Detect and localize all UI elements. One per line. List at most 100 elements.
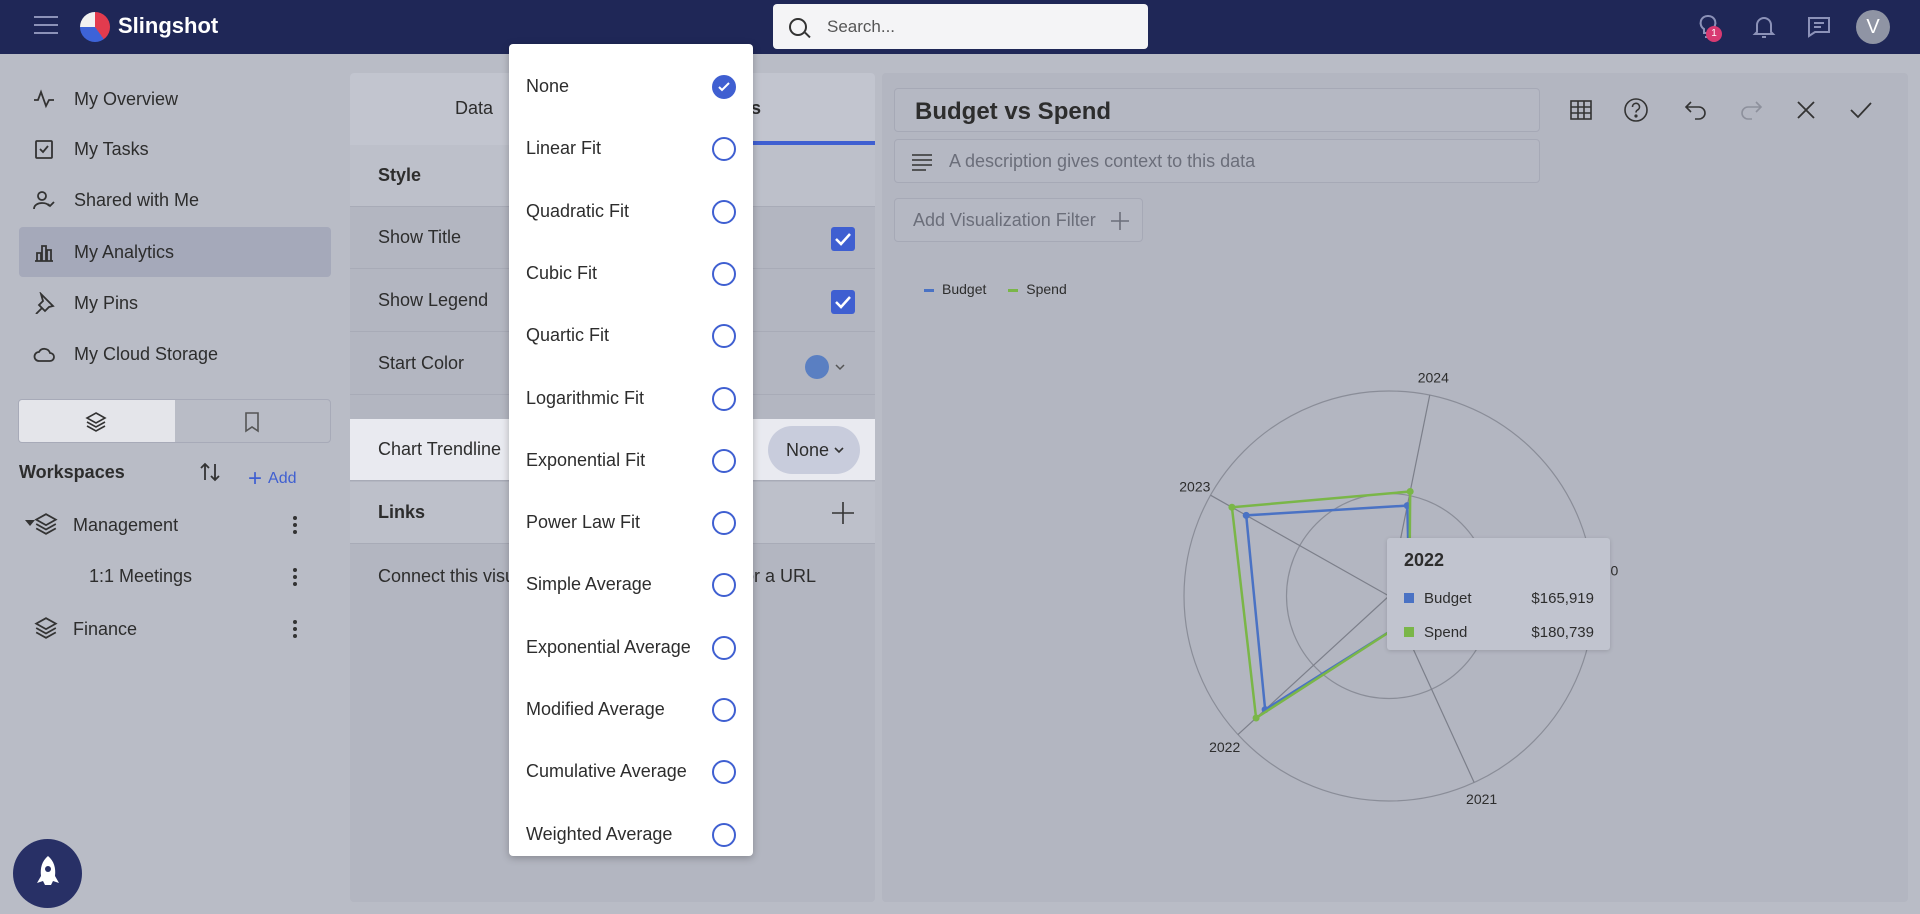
user-avatar[interactable]: V: [1856, 10, 1890, 44]
brand-name: Slingshot: [118, 13, 219, 38]
pin-icon: [33, 290, 55, 315]
add-workspace-label: Add: [268, 470, 297, 487]
radio-unchecked-icon[interactable]: [712, 635, 736, 660]
trendline-option-label: Quadratic Fit: [526, 200, 630, 221]
close-icon[interactable]: [1792, 96, 1820, 124]
workspace-finance[interactable]: Finance: [73, 619, 138, 639]
trendline-option-label: Cumulative Average: [526, 761, 687, 782]
trendline-option[interactable]: Exponential Average: [509, 617, 753, 679]
radio-checked-icon[interactable]: [712, 75, 736, 99]
sort-icon[interactable]: [198, 460, 222, 484]
start-color-swatch[interactable]: [805, 355, 829, 379]
slingshot-assistant-button[interactable]: [13, 839, 82, 908]
radio-unchecked-icon[interactable]: [712, 511, 736, 536]
sidebar-item-my-cloud-storage[interactable]: My Cloud Storage: [19, 329, 331, 379]
rocket-icon: [37, 856, 59, 885]
trendline-option[interactable]: Quartic Fit: [509, 305, 753, 367]
radar-data-point: [1242, 511, 1250, 519]
workspace-1-1-meetings[interactable]: 1:1 Meetings: [89, 566, 193, 586]
bookmarks-toggle[interactable]: [175, 400, 331, 442]
bell-icon[interactable]: [1750, 13, 1778, 41]
show-legend-checkbox[interactable]: [831, 290, 855, 314]
analytics-icon: [33, 241, 55, 263]
add-visualization-filter-button[interactable]: Add Visualization Filter: [894, 198, 1143, 242]
radio-unchecked-icon[interactable]: [712, 386, 736, 411]
legend-swatch: [924, 288, 934, 292]
trendline-option-label: Weighted Average: [526, 823, 673, 844]
plus-icon: +: [248, 465, 263, 492]
chat-icon[interactable]: [1805, 13, 1833, 41]
search-box[interactable]: [773, 4, 1148, 49]
chart-legend: Budget Spend: [924, 281, 1085, 297]
search-input[interactable]: [827, 16, 1127, 38]
radio-unchecked-icon[interactable]: [712, 698, 736, 722]
trendline-option[interactable]: Cumulative Average: [509, 741, 753, 803]
management-more-icon[interactable]: [293, 516, 297, 534]
finance-more-icon[interactable]: [293, 620, 297, 638]
trendline-option[interactable]: Exponential Fit: [509, 430, 753, 492]
radio-unchecked-icon[interactable]: [712, 448, 736, 473]
trendline-option-label: Linear Fit: [526, 138, 602, 159]
tooltip-series-name: Budget: [1424, 590, 1472, 607]
top-bar: Slingshot 1 V: [0, 0, 1920, 54]
workspaces-toggle[interactable]: [19, 400, 175, 442]
trendline-option[interactable]: Linear Fit: [509, 118, 753, 180]
trendline-option[interactable]: Power Law Fit: [509, 492, 753, 554]
radar-category-label: 2023: [1179, 478, 1210, 494]
radio-unchecked-icon[interactable]: [712, 573, 736, 598]
show-title-checkbox[interactable]: [831, 227, 855, 251]
sidebar-item-shared-with-me[interactable]: Shared with Me: [19, 175, 331, 225]
sidebar-item-my-analytics[interactable]: My Analytics: [19, 227, 331, 277]
legend-item-budget[interactable]: Budget: [924, 281, 986, 297]
cloud-icon: [33, 343, 55, 365]
radio-unchecked-icon[interactable]: [712, 822, 736, 847]
show-title-label: Show Title: [378, 227, 462, 247]
radio-unchecked-icon[interactable]: [712, 261, 736, 286]
trendline-option[interactable]: Modified Average: [509, 679, 753, 741]
hamburger-menu-icon[interactable]: [34, 16, 58, 36]
sidebar-item-my-tasks[interactable]: My Tasks: [19, 124, 331, 174]
radio-unchecked-icon[interactable]: [712, 324, 736, 349]
trendline-option-label: Simple Average: [526, 574, 652, 595]
trendline-option[interactable]: Simple Average: [509, 554, 753, 616]
trendline-option[interactable]: None: [509, 56, 753, 118]
finance-layers-icon: [34, 616, 58, 640]
radio-unchecked-icon[interactable]: [712, 137, 736, 162]
trendline-option[interactable]: Logarithmic Fit: [509, 368, 753, 430]
confirm-check-icon[interactable]: [1847, 96, 1875, 124]
viz-description-placeholder: A description gives context to this data: [949, 151, 1256, 171]
radio-unchecked-icon[interactable]: [712, 199, 736, 224]
redo-icon[interactable]: [1737, 96, 1765, 124]
table-view-icon[interactable]: [1567, 96, 1595, 124]
radar-data-point: [1252, 714, 1260, 722]
undo-icon[interactable]: [1682, 96, 1710, 124]
trendline-dropdown-button[interactable]: None: [768, 426, 860, 474]
trendline-option[interactable]: Weighted Average: [509, 804, 753, 866]
radio-unchecked-icon[interactable]: [712, 760, 736, 785]
expand-caret-icon[interactable]: [25, 520, 35, 526]
sidebar-item-label: Shared with Me: [74, 190, 200, 210]
viz-description-field[interactable]: A description gives context to this data: [894, 139, 1540, 183]
radar-series-line: [1244, 504, 1411, 712]
tab-data[interactable]: Data: [455, 98, 494, 118]
viz-title-field[interactable]: Budget vs Spend: [894, 88, 1540, 132]
legend-swatch: [1008, 288, 1019, 292]
tooltip-title: 2022: [1404, 550, 1445, 570]
plus-icon: [1111, 212, 1129, 230]
workspace-management[interactable]: Management: [73, 515, 179, 535]
connect-text-end: or a URL: [744, 566, 817, 586]
add-link-plus-icon[interactable]: [830, 500, 856, 526]
chevron-down-icon[interactable]: [834, 361, 846, 373]
workspace-layers-icon: [34, 512, 58, 536]
legend-label: Spend: [1026, 281, 1067, 297]
help-icon[interactable]: [1622, 96, 1650, 124]
sidebar-item-my-pins[interactable]: My Pins: [19, 278, 331, 328]
trendline-option-label: Cubic Fit: [526, 262, 598, 283]
sidebar-item-my-overview[interactable]: My Overview: [19, 74, 331, 124]
sidebar-item-label: My Cloud Storage: [74, 344, 219, 364]
trendline-option[interactable]: Quadratic Fit: [509, 181, 753, 243]
trendline-option[interactable]: Cubic Fit: [509, 243, 753, 305]
meetings-more-icon[interactable]: [293, 568, 297, 586]
legend-item-spend[interactable]: Spend: [1008, 281, 1067, 297]
add-workspace-button[interactable]: + Add: [248, 462, 297, 492]
